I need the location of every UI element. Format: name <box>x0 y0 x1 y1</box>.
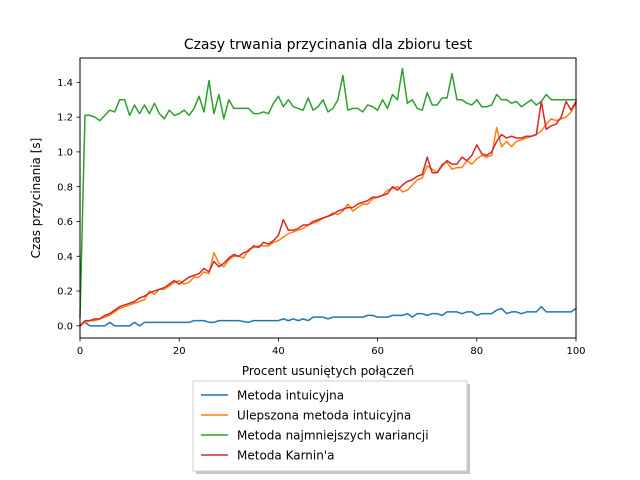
legend-label: Ulepszona metoda intuicyjna <box>237 409 411 423</box>
x-tick-label: 80 <box>470 346 483 357</box>
series-line-3 <box>79 67 577 318</box>
plot-lines <box>78 67 578 327</box>
legend-box <box>192 380 468 472</box>
legend-label: Metoda Karnin'a <box>237 449 335 463</box>
series-line-2 <box>78 102 578 327</box>
chart-title: Czasy trwania przycinania dla zbioru tes… <box>184 37 473 53</box>
x-tick-label: 20 <box>173 346 186 357</box>
y-tick-label: 0.2 <box>57 287 73 298</box>
y-tick-label: 1.4 <box>57 78 73 89</box>
y-tick-label: 0.0 <box>57 321 73 332</box>
legend: Metoda intuicyjna Ulepszona metoda intuic… <box>192 380 470 474</box>
x-tick-label: 60 <box>371 346 384 357</box>
x-tick-label: 100 <box>566 346 585 357</box>
series-line-4 <box>78 100 578 327</box>
y-tick-label: 0.4 <box>57 252 73 263</box>
legend-label: Metoda najmniejszych wariancji <box>237 429 429 443</box>
x-axis-label: Procent usuniętych połączeń <box>242 364 414 378</box>
x-tick-label: 0 <box>77 346 83 357</box>
y-tick-label: 0.8 <box>57 182 73 193</box>
legend-label: Metoda intuicyjna <box>237 389 344 403</box>
plot-frame <box>79 57 577 339</box>
y-tick-label: 1.0 <box>57 148 73 159</box>
x-tick-label: 40 <box>272 346 285 357</box>
y-axis-label: Czas przycinania [s] <box>29 138 43 259</box>
y-axis-ticks: 0.0 0.2 0.4 0.6 0.8 1.0 1.2 1.4 <box>57 78 80 332</box>
y-tick-label: 1.2 <box>57 113 73 124</box>
y-tick-label: 0.6 <box>57 217 73 228</box>
series-line-1 <box>78 305 578 327</box>
x-axis-ticks: 0 20 40 60 80 100 <box>77 338 586 357</box>
